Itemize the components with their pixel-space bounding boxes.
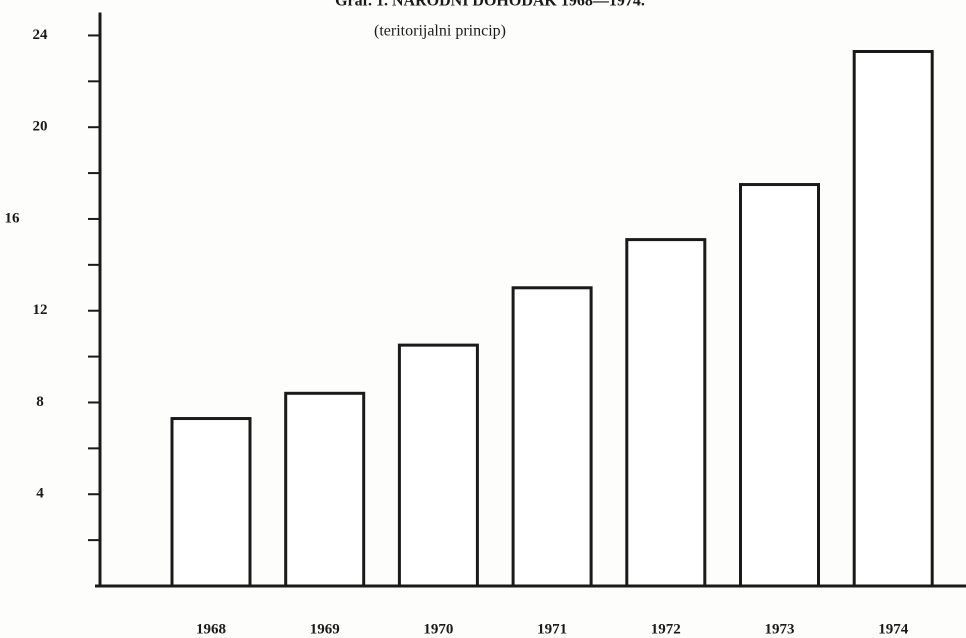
bar bbox=[852, 49, 934, 588]
x-tick-label: 1972 bbox=[651, 621, 681, 637]
y-tick-label: 24 bbox=[33, 27, 49, 43]
x-tick-label: 1968 bbox=[196, 621, 226, 637]
bar bbox=[511, 286, 593, 588]
bar bbox=[739, 183, 820, 588]
y-tick-label: 4 bbox=[36, 486, 44, 502]
y-tick-label: 16 bbox=[5, 210, 21, 226]
chart-subtitle: (teritorijalni princip) bbox=[374, 23, 506, 40]
x-tick-label: 1969 bbox=[310, 621, 340, 637]
bar bbox=[284, 391, 366, 588]
bar bbox=[397, 343, 479, 588]
x-tick-label: 1973 bbox=[765, 621, 795, 637]
bar bbox=[625, 238, 707, 588]
bar bbox=[170, 417, 252, 588]
x-tick-label: 1974 bbox=[878, 621, 909, 637]
y-tick-label: 8 bbox=[36, 394, 44, 410]
y-tick-label: 20 bbox=[33, 119, 48, 135]
y-tick-label: 12 bbox=[33, 302, 48, 318]
chart-title: Graf. 1. NARODNI DOHODAK 1968—1974. bbox=[335, 0, 645, 10]
x-tick-label: 1971 bbox=[537, 621, 567, 637]
x-tick-label: 1970 bbox=[423, 621, 453, 637]
